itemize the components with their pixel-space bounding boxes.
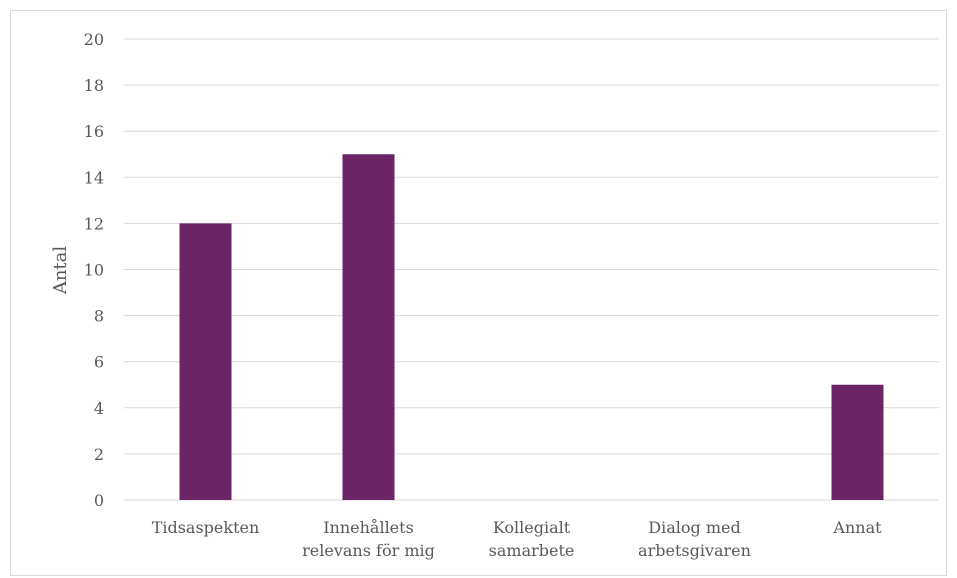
x-category-label-line: Kollegialt [493,518,571,537]
y-tick-label: 16 [84,122,104,141]
x-category-label: Tidsaspekten [152,518,260,537]
y-tick-label: 0 [94,491,104,510]
x-category-label-line: Dialog med [648,518,740,537]
x-category-label: Innehållets relevans för mig [302,518,435,560]
y-tick-label: 2 [94,445,104,464]
x-category-label-line: samarbete [489,541,575,560]
x-category-label: Kollegialt samarbete [489,518,575,560]
x-category-label-line: relevans för mig [302,541,435,560]
y-tick-label: 6 [94,353,104,372]
y-tick-label: 8 [94,307,104,326]
bar [342,154,395,500]
bar [179,223,232,500]
bars [179,154,884,500]
y-tick-label: 14 [84,168,104,187]
x-category-label: Annat [832,518,882,537]
x-category-label-line: Tidsaspekten [152,518,260,537]
y-tick-label: 20 [84,30,104,49]
y-tick-label: 4 [94,399,104,418]
gridlines [124,38,939,501]
x-category-labels: Tidsaspekten Innehållets relevans för mig K… [152,518,882,560]
x-category-label-line: Innehållets [323,518,414,537]
y-tick-label: 12 [84,214,104,233]
x-category-label: Dialog med arbetsgivaren [638,518,751,560]
chart-frame [10,10,947,576]
y-axis-title: Antal [50,246,71,296]
x-category-label-line: arbetsgivaren [638,541,751,560]
x-category-label-line: Annat [832,518,882,537]
y-tick-label: 18 [84,76,104,95]
bar [831,384,884,500]
y-tick-labels: 0 2 4 6 8 10 12 14 16 18 20 [84,30,104,510]
y-tick-label: 10 [84,261,104,280]
